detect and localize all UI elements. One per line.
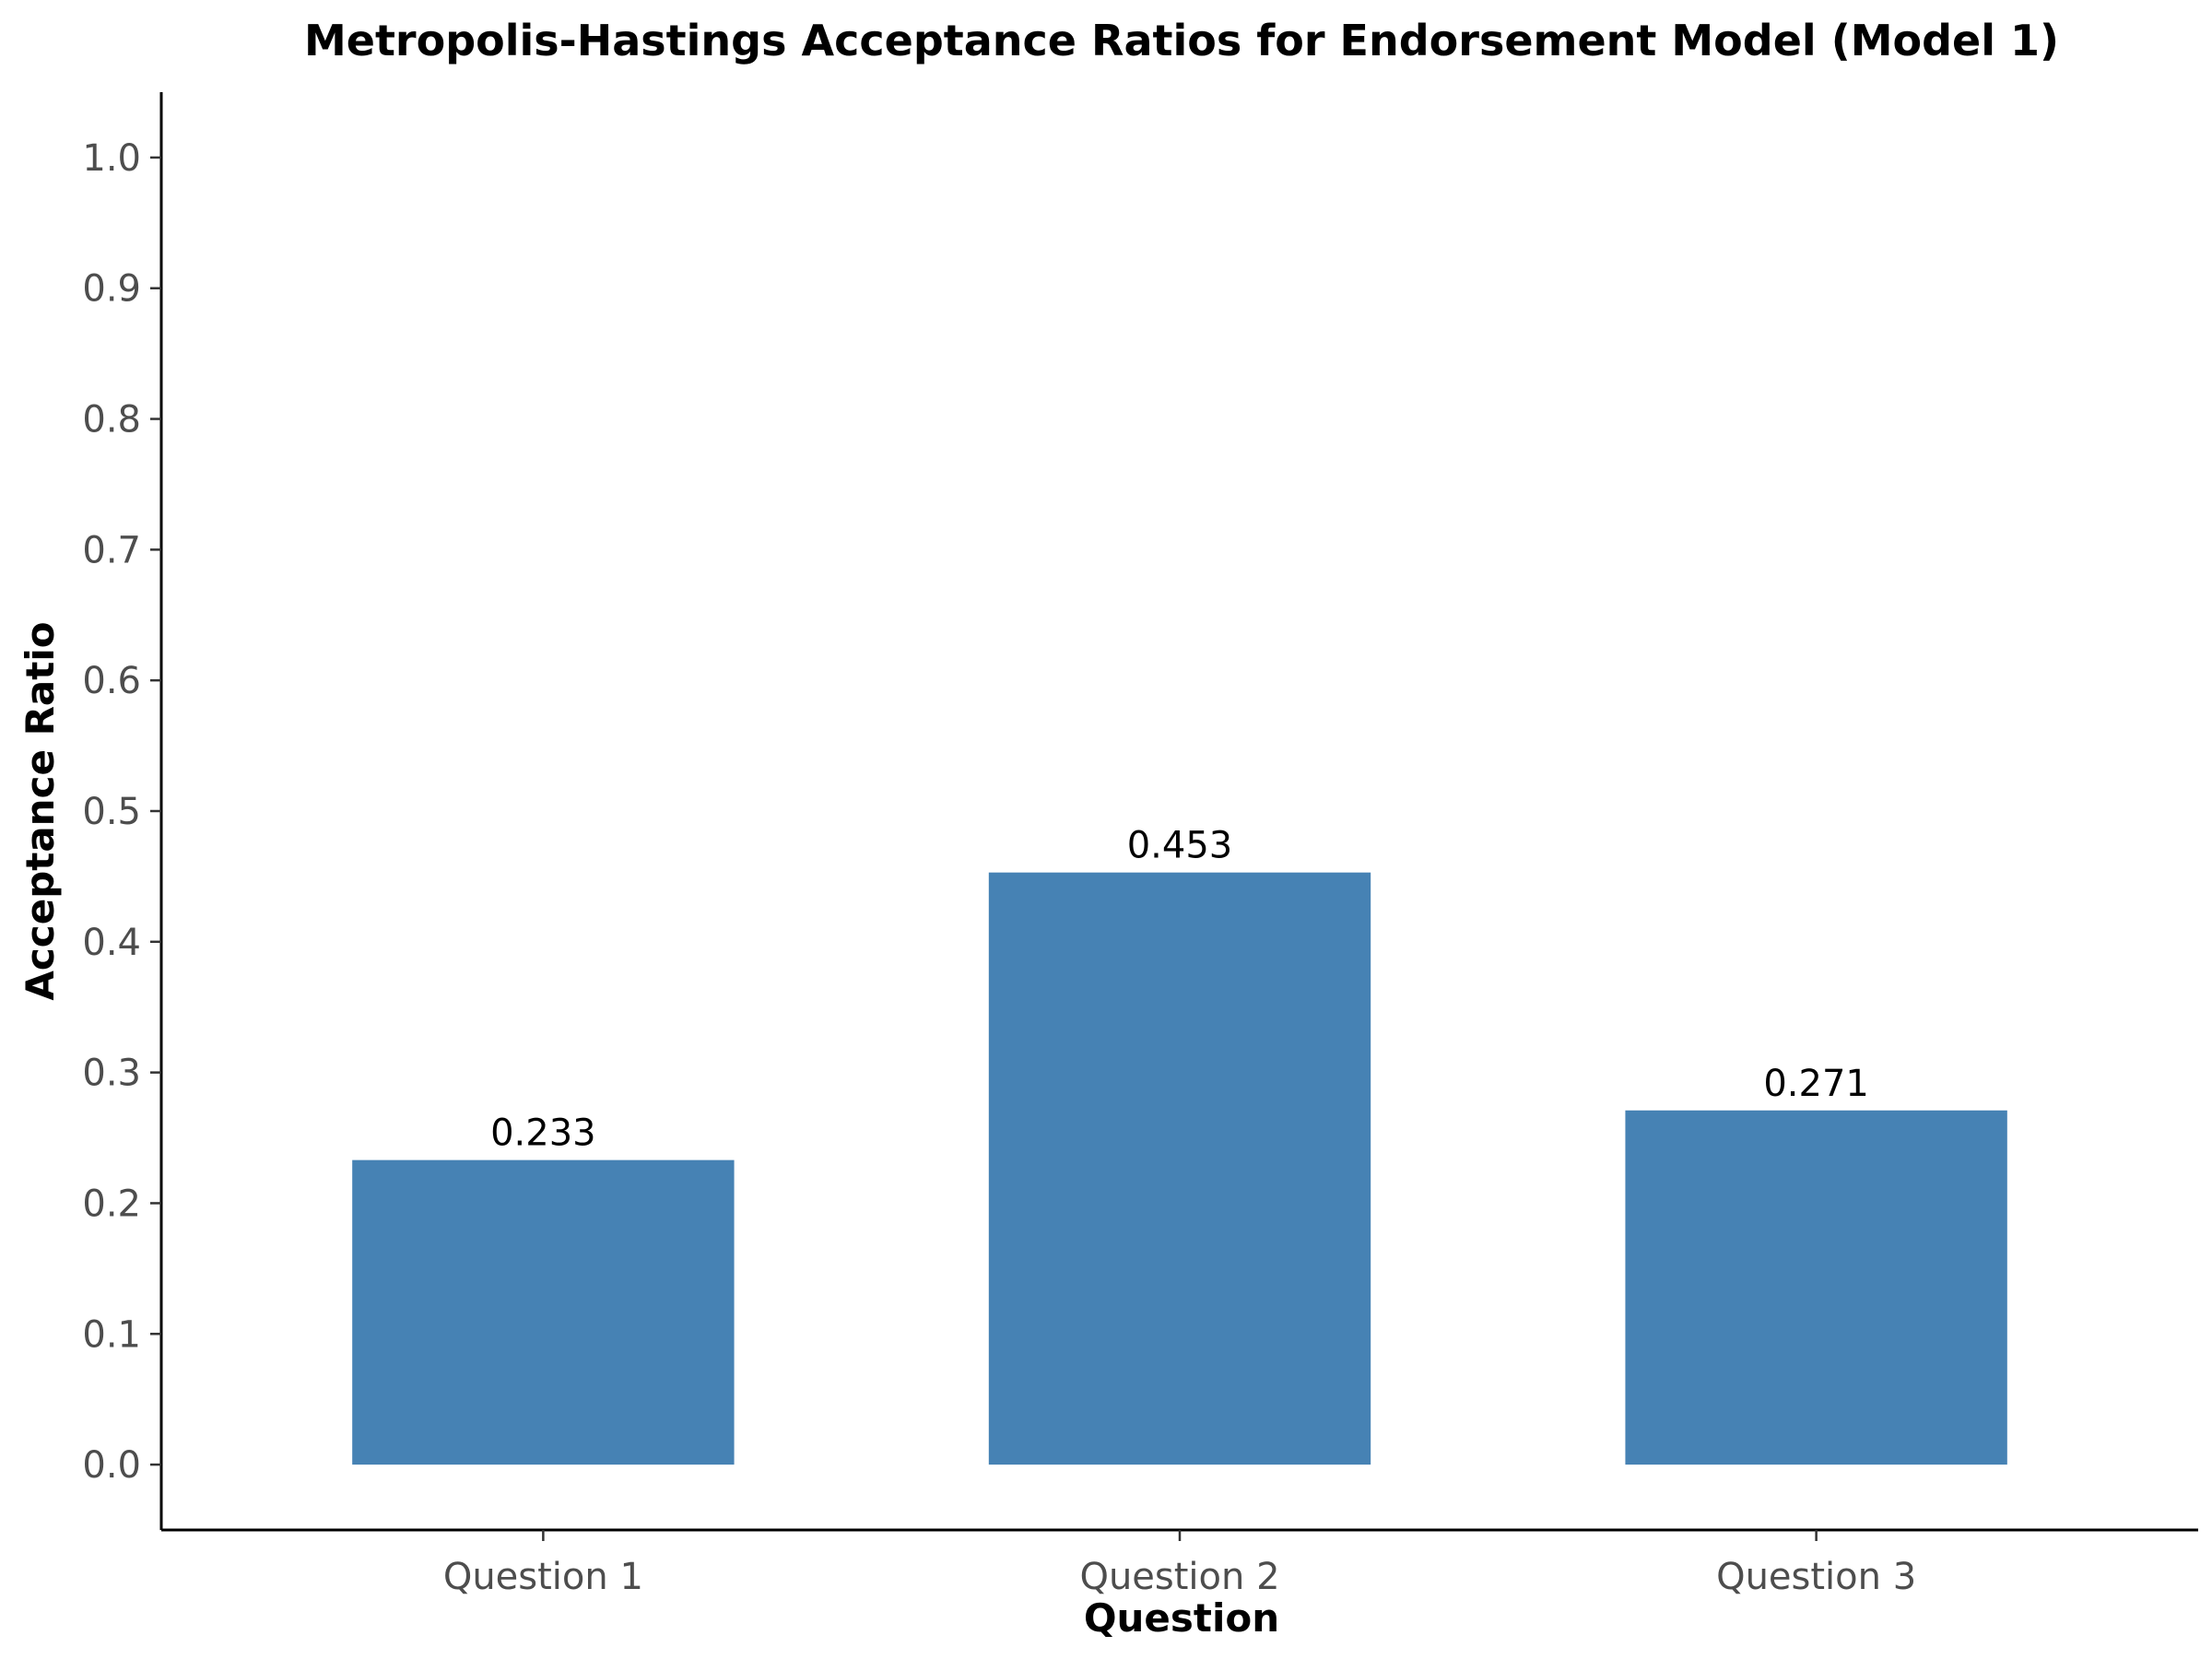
x-tick-label: Question 3	[1716, 1556, 1916, 1598]
y-tick-label: 0.6	[82, 660, 141, 702]
x-axis: Question 1 Question 2 Question 3	[161, 1528, 2198, 1598]
y-tick-label: 0.5	[82, 791, 141, 833]
y-tick-label: 0.4	[82, 922, 141, 964]
y-tick-label: 0.1	[82, 1313, 141, 1356]
chart-title: Metropolis-Hastings Acceptance Ratios fo…	[304, 16, 2059, 65]
bar	[988, 872, 1371, 1465]
y-tick-label: 0.0	[82, 1444, 141, 1487]
x-axis-title: Question	[1084, 1595, 1279, 1641]
y-axis: 0.0 0.1 0.2 0.3 0.4 0.5 0.6 0.7 0.8 0.9 1.0	[82, 92, 163, 1530]
y-tick-label: 1.0	[82, 137, 141, 180]
bar	[352, 1159, 735, 1465]
y-tick-label: 0.8	[82, 399, 141, 441]
y-tick-label: 0.3	[82, 1053, 141, 1095]
y-axis-title: Acceptance Ratio	[18, 621, 63, 1000]
bar	[1625, 1110, 2007, 1465]
y-tick-label: 0.7	[82, 529, 141, 571]
y-tick-label: 0.9	[82, 268, 141, 311]
x-tick-label: Question 1	[443, 1556, 643, 1598]
bars	[352, 872, 2007, 1465]
bar-value-label: 0.233	[490, 1112, 596, 1155]
bar-value-label: 0.271	[1763, 1063, 1869, 1105]
y-tick-label: 0.2	[82, 1182, 141, 1225]
data-labels: 0.233 0.453 0.271	[490, 825, 1869, 1155]
bar-value-label: 0.453	[1127, 825, 1233, 867]
x-tick-label: Question 2	[1079, 1556, 1279, 1598]
